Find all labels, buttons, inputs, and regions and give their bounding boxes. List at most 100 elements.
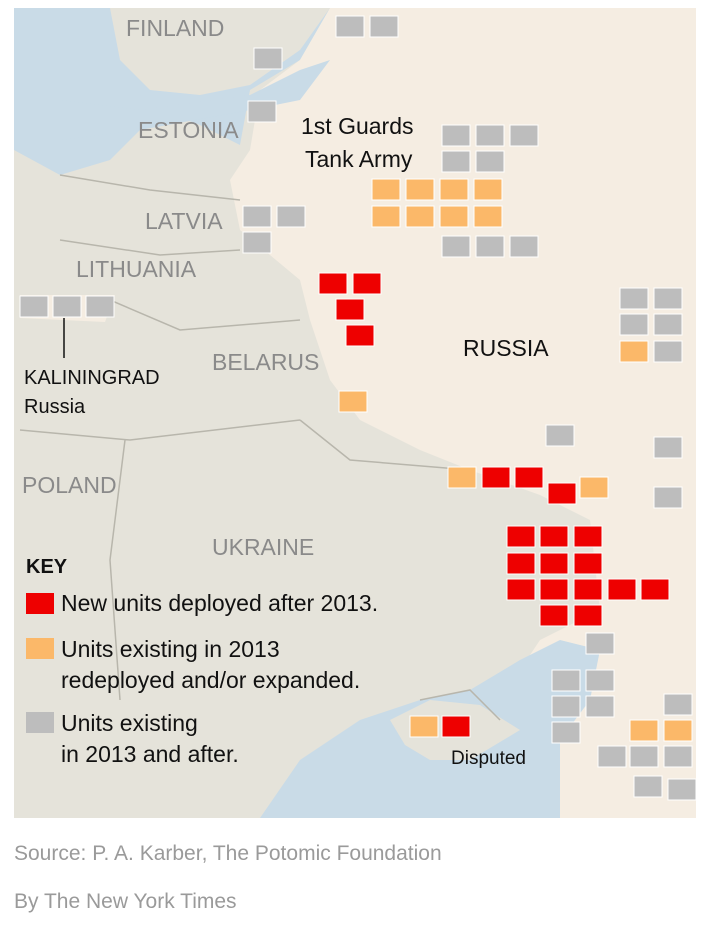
unit-marker bbox=[409, 715, 439, 738]
unit-marker bbox=[509, 235, 539, 258]
unit-marker bbox=[441, 715, 471, 738]
army-label: 1st Guards bbox=[301, 113, 414, 139]
unit-marker bbox=[619, 313, 649, 336]
unit-marker bbox=[85, 295, 115, 318]
unit-marker bbox=[619, 340, 649, 363]
unit-marker bbox=[579, 476, 609, 499]
country-label: FINLAND bbox=[126, 15, 224, 41]
city-label: KALININGRAD bbox=[24, 367, 160, 389]
unit-marker bbox=[629, 745, 659, 768]
unit-marker bbox=[475, 235, 505, 258]
unit-marker bbox=[619, 287, 649, 310]
unit-marker bbox=[481, 466, 511, 489]
unit-marker bbox=[607, 578, 637, 601]
unit-marker bbox=[19, 295, 49, 318]
unit-marker bbox=[475, 150, 505, 173]
unit-marker bbox=[663, 719, 693, 742]
unit-marker bbox=[585, 669, 615, 692]
country-label: POLAND bbox=[22, 472, 117, 498]
unit-marker bbox=[585, 695, 615, 718]
city-country: Russia bbox=[24, 396, 86, 418]
unit-marker bbox=[441, 150, 471, 173]
unit-marker bbox=[663, 745, 693, 768]
key-text: Units existing in 2013 bbox=[61, 636, 280, 662]
unit-marker bbox=[405, 178, 435, 201]
unit-marker bbox=[663, 693, 693, 716]
unit-marker bbox=[52, 295, 82, 318]
key-title: KEY bbox=[26, 556, 68, 578]
unit-marker bbox=[475, 124, 505, 147]
unit-marker bbox=[352, 272, 382, 295]
unit-marker bbox=[597, 745, 627, 768]
unit-marker bbox=[539, 552, 569, 575]
unit-marker bbox=[338, 390, 368, 413]
country-label: LATVIA bbox=[145, 208, 223, 234]
unit-marker bbox=[667, 778, 697, 801]
unit-marker bbox=[335, 298, 365, 321]
unit-marker bbox=[335, 15, 365, 38]
unit-marker bbox=[439, 205, 469, 228]
key-text: New units deployed after 2013. bbox=[61, 590, 378, 616]
unit-marker bbox=[629, 719, 659, 742]
unit-marker bbox=[318, 272, 348, 295]
unit-marker bbox=[405, 205, 435, 228]
unit-marker bbox=[242, 231, 272, 254]
unit-marker bbox=[573, 525, 603, 548]
country-label: LITHUANIA bbox=[76, 256, 197, 282]
country-label: UKRAINE bbox=[212, 534, 314, 560]
key-swatch bbox=[26, 593, 54, 614]
unit-marker bbox=[547, 482, 577, 505]
unit-marker bbox=[439, 178, 469, 201]
map-background bbox=[14, 8, 696, 818]
unit-marker bbox=[242, 205, 272, 228]
unit-marker bbox=[539, 525, 569, 548]
unit-marker bbox=[539, 578, 569, 601]
unit-marker bbox=[509, 124, 539, 147]
unit-marker bbox=[371, 205, 401, 228]
unit-marker bbox=[473, 178, 503, 201]
unit-marker bbox=[633, 775, 663, 798]
unit-marker bbox=[653, 486, 683, 509]
unit-marker bbox=[447, 466, 477, 489]
unit-marker bbox=[506, 552, 536, 575]
key-text: redeployed and/or expanded. bbox=[61, 667, 360, 693]
unit-marker bbox=[653, 436, 683, 459]
unit-marker bbox=[441, 235, 471, 258]
unit-markers bbox=[19, 15, 697, 801]
unit-marker bbox=[653, 287, 683, 310]
unit-marker bbox=[247, 100, 277, 123]
unit-marker bbox=[514, 466, 544, 489]
map-labels: FINLAND ESTONIA LATVIA LITHUANIA BELARUS POLA… bbox=[22, 15, 549, 769]
unit-marker bbox=[585, 632, 615, 655]
unit-marker bbox=[441, 124, 471, 147]
army-label: Tank Army bbox=[305, 146, 413, 172]
unit-marker bbox=[640, 578, 670, 601]
key-swatch bbox=[26, 638, 54, 659]
unit-marker bbox=[539, 604, 569, 627]
unit-marker bbox=[473, 205, 503, 228]
unit-marker bbox=[276, 205, 306, 228]
unit-marker bbox=[345, 324, 375, 347]
unit-marker bbox=[506, 578, 536, 601]
key-swatch bbox=[26, 712, 54, 733]
unit-marker bbox=[551, 721, 581, 744]
unit-marker bbox=[573, 578, 603, 601]
disputed-label: Disputed bbox=[451, 748, 526, 769]
country-label: BELARUS bbox=[212, 349, 319, 375]
key-text: in 2013 and after. bbox=[61, 741, 239, 767]
unit-marker bbox=[506, 525, 536, 548]
unit-marker bbox=[371, 178, 401, 201]
unit-marker bbox=[369, 15, 399, 38]
unit-marker bbox=[551, 669, 581, 692]
source: Source: P. A. Karber, The Potomic Founda… bbox=[14, 842, 442, 865]
unit-marker bbox=[653, 340, 683, 363]
unit-marker bbox=[653, 313, 683, 336]
unit-marker bbox=[573, 604, 603, 627]
country-label: ESTONIA bbox=[138, 117, 239, 143]
region-label: RUSSIA bbox=[463, 335, 549, 361]
unit-marker bbox=[551, 695, 581, 718]
unit-marker bbox=[573, 552, 603, 575]
unit-marker bbox=[545, 424, 575, 447]
